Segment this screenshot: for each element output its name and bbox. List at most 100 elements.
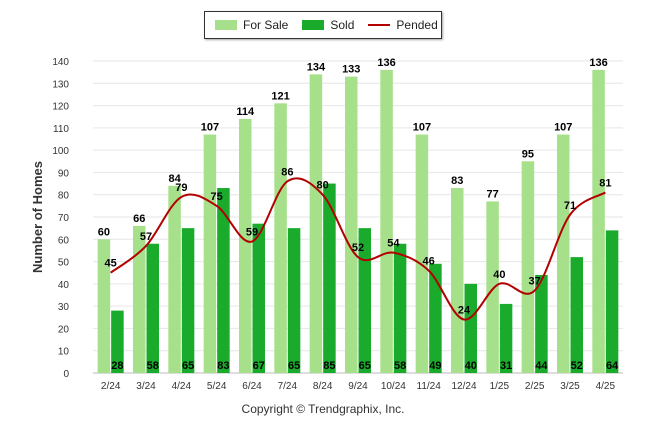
y-tick-label: 10 [58,347,70,358]
for-sale-data-label: 60 [98,226,110,238]
x-tick-label: 4/25 [596,381,616,392]
sold-swatch-icon [302,20,325,30]
sold-data-label: 58 [394,360,406,372]
sold-data-label: 67 [253,360,265,372]
for-sale-bar [203,134,217,373]
legend-item-pended[interactable]: Pended [368,18,438,32]
y-tick-label: 40 [58,280,70,291]
y-tick-label: 60 [58,235,70,246]
legend-label-sold: Sold [330,18,355,32]
for-sale-data-label: 114 [236,106,255,118]
sold-bar [252,223,265,373]
copyright-text: Copyright © Trendgraphix, Inc. [241,402,405,416]
sold-bar [217,188,230,373]
legend-item-for-sale[interactable]: For Sale [215,18,288,32]
legend-item-sold[interactable]: Sold [302,18,354,32]
y-tick-label: 130 [52,79,69,90]
sold-bar [393,243,407,373]
for-sale-data-label: 133 [342,64,360,76]
for-sale-bar [380,69,393,374]
sold-bar [181,228,195,373]
sold-data-label: 52 [571,360,583,372]
y-tick-label: 0 [63,369,69,380]
y-axis-ticks: 0 10 20 30 40 50 60 70 80 90 100 110 120 130 140 [52,57,69,380]
y-tick-label: 90 [58,168,70,179]
sold-bar [111,310,124,373]
sold-bar [535,274,548,373]
x-tick-label: 4/24 [172,381,192,392]
pended-data-label: 54 [387,238,400,250]
sold-data-label: 85 [323,360,335,372]
sold-data-label: 65 [182,360,194,372]
sold-data-label: 83 [217,360,229,372]
pended-line-layer [110,177,606,321]
sold-data-label: 58 [147,360,159,372]
for-sale-data-label: 107 [554,122,572,134]
for-sale-data-label: 107 [201,122,219,134]
for-sale-bar [557,134,570,373]
x-tick-label: 12/24 [451,381,476,392]
for-sale-swatch-icon [215,20,237,30]
for-sale-data-label: 134 [307,61,326,73]
for-sale-data-label: 66 [133,213,145,225]
for-sale-bar [415,134,429,373]
x-tick-label: 2/24 [101,381,121,392]
x-tick-label: 8/24 [313,381,333,392]
legend-label-pended: Pended [396,18,438,32]
for-sale-data-label: 107 [413,122,431,134]
x-tick-label: 7/24 [278,381,298,392]
for-sale-data-label: 136 [589,57,607,69]
pended-data-label: 57 [140,231,152,243]
pended-data-label: 52 [352,242,364,254]
for-sale-bar [97,239,111,373]
for-sale-data-label: 136 [377,57,395,69]
for-sale-bar [274,103,287,373]
for-sale-data-label: 83 [451,175,463,187]
sold-bar [287,228,301,373]
pended-data-label: 81 [599,177,611,189]
for-sale-data-label: 95 [522,148,534,160]
for-sale-bar [309,74,323,373]
for-sale-data-label: 84 [168,173,181,185]
y-tick-label: 50 [58,258,70,269]
pended-data-label: 45 [105,258,117,270]
x-tick-label: 2/25 [525,381,545,392]
x-tick-label: 9/24 [348,381,368,392]
sold-data-label: 65 [359,360,371,372]
y-tick-label: 100 [52,146,69,157]
pended-data-label: 40 [493,269,505,281]
sold-data-label: 31 [500,360,512,372]
sold-bar [146,243,159,373]
sold-bar [499,303,513,373]
bars [97,69,619,374]
y-tick-label: 80 [58,191,70,202]
legend-label-for-sale: For Sale [243,18,289,32]
pended-data-label: 37 [529,276,541,288]
sold-data-label: 28 [111,360,123,372]
pended-data-label: 71 [564,200,576,212]
sold-bar [429,263,442,373]
for-sale-data-label: 77 [486,188,498,200]
sold-bar [464,283,477,373]
sold-bar [323,183,336,373]
for-sale-data-label: 121 [271,90,289,102]
x-tick-label: 11/24 [417,381,442,392]
y-tick-label: 70 [58,213,70,224]
sold-data-label: 64 [606,360,619,372]
pended-data-label: 86 [281,166,293,178]
for-sale-bar [451,188,464,373]
sold-data-label: 40 [465,360,477,372]
y-tick-label: 140 [52,57,69,68]
sold-bar [358,228,371,373]
sold-data-label: 44 [535,360,548,372]
sold-bar [605,230,619,373]
pended-data-label: 79 [175,182,187,194]
for-sale-bar [239,118,252,373]
x-tick-label: 6/24 [242,381,262,392]
y-axis-title: Number of Homes [30,161,45,273]
grid-lines [93,60,623,374]
sold-bar [570,257,583,373]
y-tick-label: 110 [53,124,69,135]
pended-data-label: 59 [246,227,258,239]
pended-data-label: 80 [317,180,329,192]
